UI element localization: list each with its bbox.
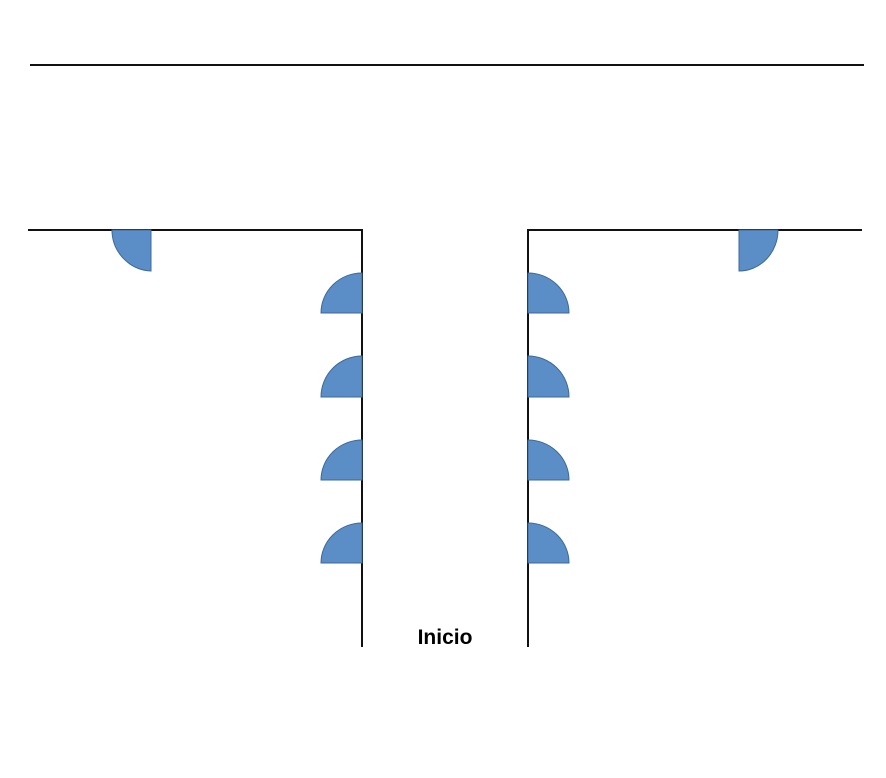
door-right-corridor-2 <box>527 355 570 398</box>
right-wing-wall <box>527 229 862 647</box>
door-left-corridor-1 <box>320 272 363 314</box>
door-top-left <box>111 229 152 272</box>
door-top-right <box>738 229 779 272</box>
left-wing-wall <box>28 229 363 647</box>
door-left-corridor-2 <box>320 355 363 398</box>
door-right-corridor-4 <box>527 522 570 564</box>
door-left-corridor-3 <box>320 439 363 481</box>
door-left-corridor-4 <box>320 522 363 564</box>
door-right-corridor-1 <box>527 272 570 314</box>
start-label: Inicio <box>418 626 473 649</box>
door-right-corridor-3 <box>527 439 570 481</box>
